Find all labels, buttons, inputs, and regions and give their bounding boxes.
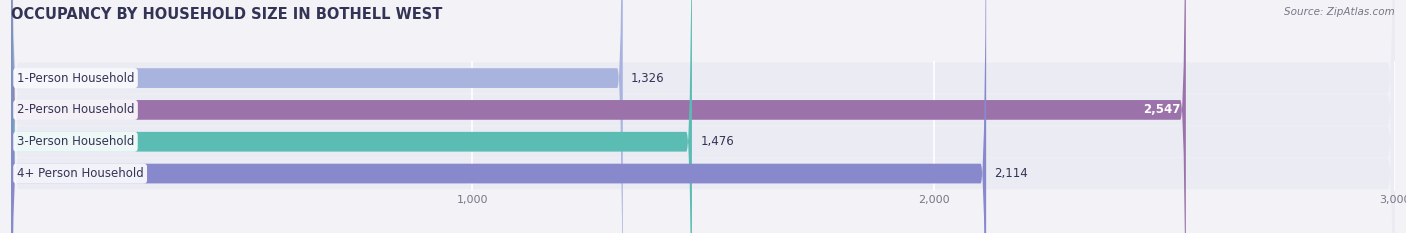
FancyBboxPatch shape (11, 0, 1185, 233)
FancyBboxPatch shape (11, 0, 1395, 233)
FancyBboxPatch shape (11, 0, 1395, 233)
Text: 4+ Person Household: 4+ Person Household (17, 167, 143, 180)
Text: OCCUPANCY BY HOUSEHOLD SIZE IN BOTHELL WEST: OCCUPANCY BY HOUSEHOLD SIZE IN BOTHELL W… (11, 7, 443, 22)
Text: 1,326: 1,326 (631, 72, 665, 85)
Text: 2,547: 2,547 (1143, 103, 1180, 116)
Text: 2,114: 2,114 (994, 167, 1028, 180)
FancyBboxPatch shape (11, 0, 986, 233)
Text: 3-Person Household: 3-Person Household (17, 135, 134, 148)
Text: Source: ZipAtlas.com: Source: ZipAtlas.com (1284, 7, 1395, 17)
FancyBboxPatch shape (11, 0, 692, 233)
FancyBboxPatch shape (11, 0, 1395, 233)
Text: 1,476: 1,476 (700, 135, 734, 148)
FancyBboxPatch shape (11, 0, 623, 233)
Text: 2-Person Household: 2-Person Household (17, 103, 135, 116)
FancyBboxPatch shape (11, 0, 1395, 233)
Text: 1-Person Household: 1-Person Household (17, 72, 135, 85)
